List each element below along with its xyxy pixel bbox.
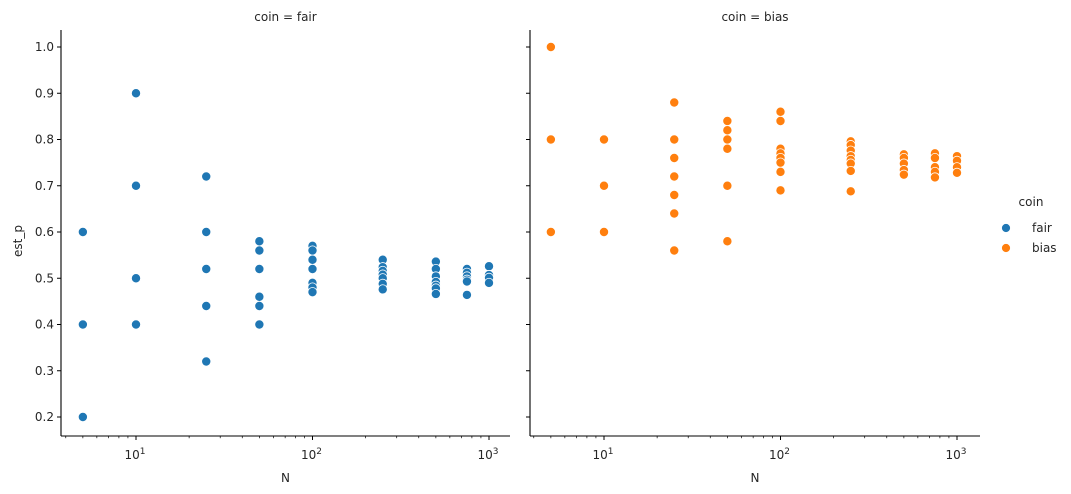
data-point [669,171,680,182]
data-point [77,319,88,330]
panel-bias: coin = bias 101 102 103 N [526,10,980,485]
data-point [669,97,680,108]
data-point [307,245,318,256]
data-point [775,166,786,177]
data-point [201,263,212,274]
y-axis-label: est_p [11,225,25,257]
data-point [254,245,265,256]
y-tick-label: 0.4 [35,318,54,332]
legend: coin fair bias [1001,195,1057,255]
x-tick-label: 101 [124,447,145,462]
y-tick-label: 0.7 [35,179,54,193]
data-point [377,284,388,295]
data-point [669,245,680,256]
data-point [254,291,265,302]
data-point [130,273,141,284]
data-point [130,88,141,99]
data-point [254,300,265,311]
data-point [77,411,88,422]
x-tick-label: 102 [301,447,322,462]
x-axis-label: N [281,471,290,485]
data-point [254,236,265,247]
data-point [929,172,940,183]
x-axis-label: N [751,471,760,485]
y-tick-label: 0.2 [35,410,54,424]
x-tick-label: 103 [477,447,498,462]
data-point [201,356,212,367]
legend-title: coin [1019,195,1044,209]
data-point [545,134,556,145]
data-point [599,134,610,145]
x-tick-label: 103 [945,447,966,462]
data-point [898,169,909,180]
data-point [254,263,265,274]
facet-title: coin = fair [254,10,316,24]
data-point [461,289,472,300]
data-point [929,152,940,163]
facet-title: coin = bias [721,10,788,24]
y-tick-label: 1.0 [35,40,54,54]
data-point [722,134,733,145]
y-tick-label: 0.5 [35,271,54,285]
data-point [952,167,963,178]
data-point [845,165,856,176]
data-point [845,186,856,197]
data-point [669,134,680,145]
y-tick-label: 0.3 [35,364,54,378]
data-point [599,226,610,237]
legend-marker-bias [1001,243,1011,253]
data-point [722,125,733,136]
data-point [130,180,141,191]
data-point [545,42,556,53]
data-point [307,287,318,298]
data-point [722,116,733,127]
data-point [307,254,318,265]
y-tick-label: 0.8 [35,133,54,147]
legend-label-bias: bias [1032,241,1057,255]
data-point [77,226,88,237]
data-point [201,171,212,182]
data-point [254,319,265,330]
data-point [669,152,680,163]
data-point [775,106,786,117]
data-point [307,263,318,274]
data-point [461,276,472,287]
data-point [775,116,786,127]
data-point [599,180,610,191]
legend-marker-fair [1001,223,1011,233]
data-point [669,208,680,219]
data-point [545,226,556,237]
data-point [722,143,733,154]
data-point [130,319,141,330]
x-tick-label: 102 [769,447,790,462]
data-point [775,157,786,168]
x-tick-label: 101 [592,447,613,462]
data-point [201,300,212,311]
data-point [722,180,733,191]
data-point [483,261,494,272]
data-point [430,288,441,299]
data-point [669,189,680,200]
y-tick-label: 0.9 [35,86,54,100]
data-point [201,226,212,237]
data-point [483,277,494,288]
legend-label-fair: fair [1032,221,1052,235]
data-point [775,185,786,196]
y-tick-label: 0.6 [35,225,54,239]
data-point [722,236,733,247]
panel-fair: coin = fair 0.2 0.3 0.4 0.5 0.6 0.7 0.8 0.9 1.0 10… [11,10,510,485]
